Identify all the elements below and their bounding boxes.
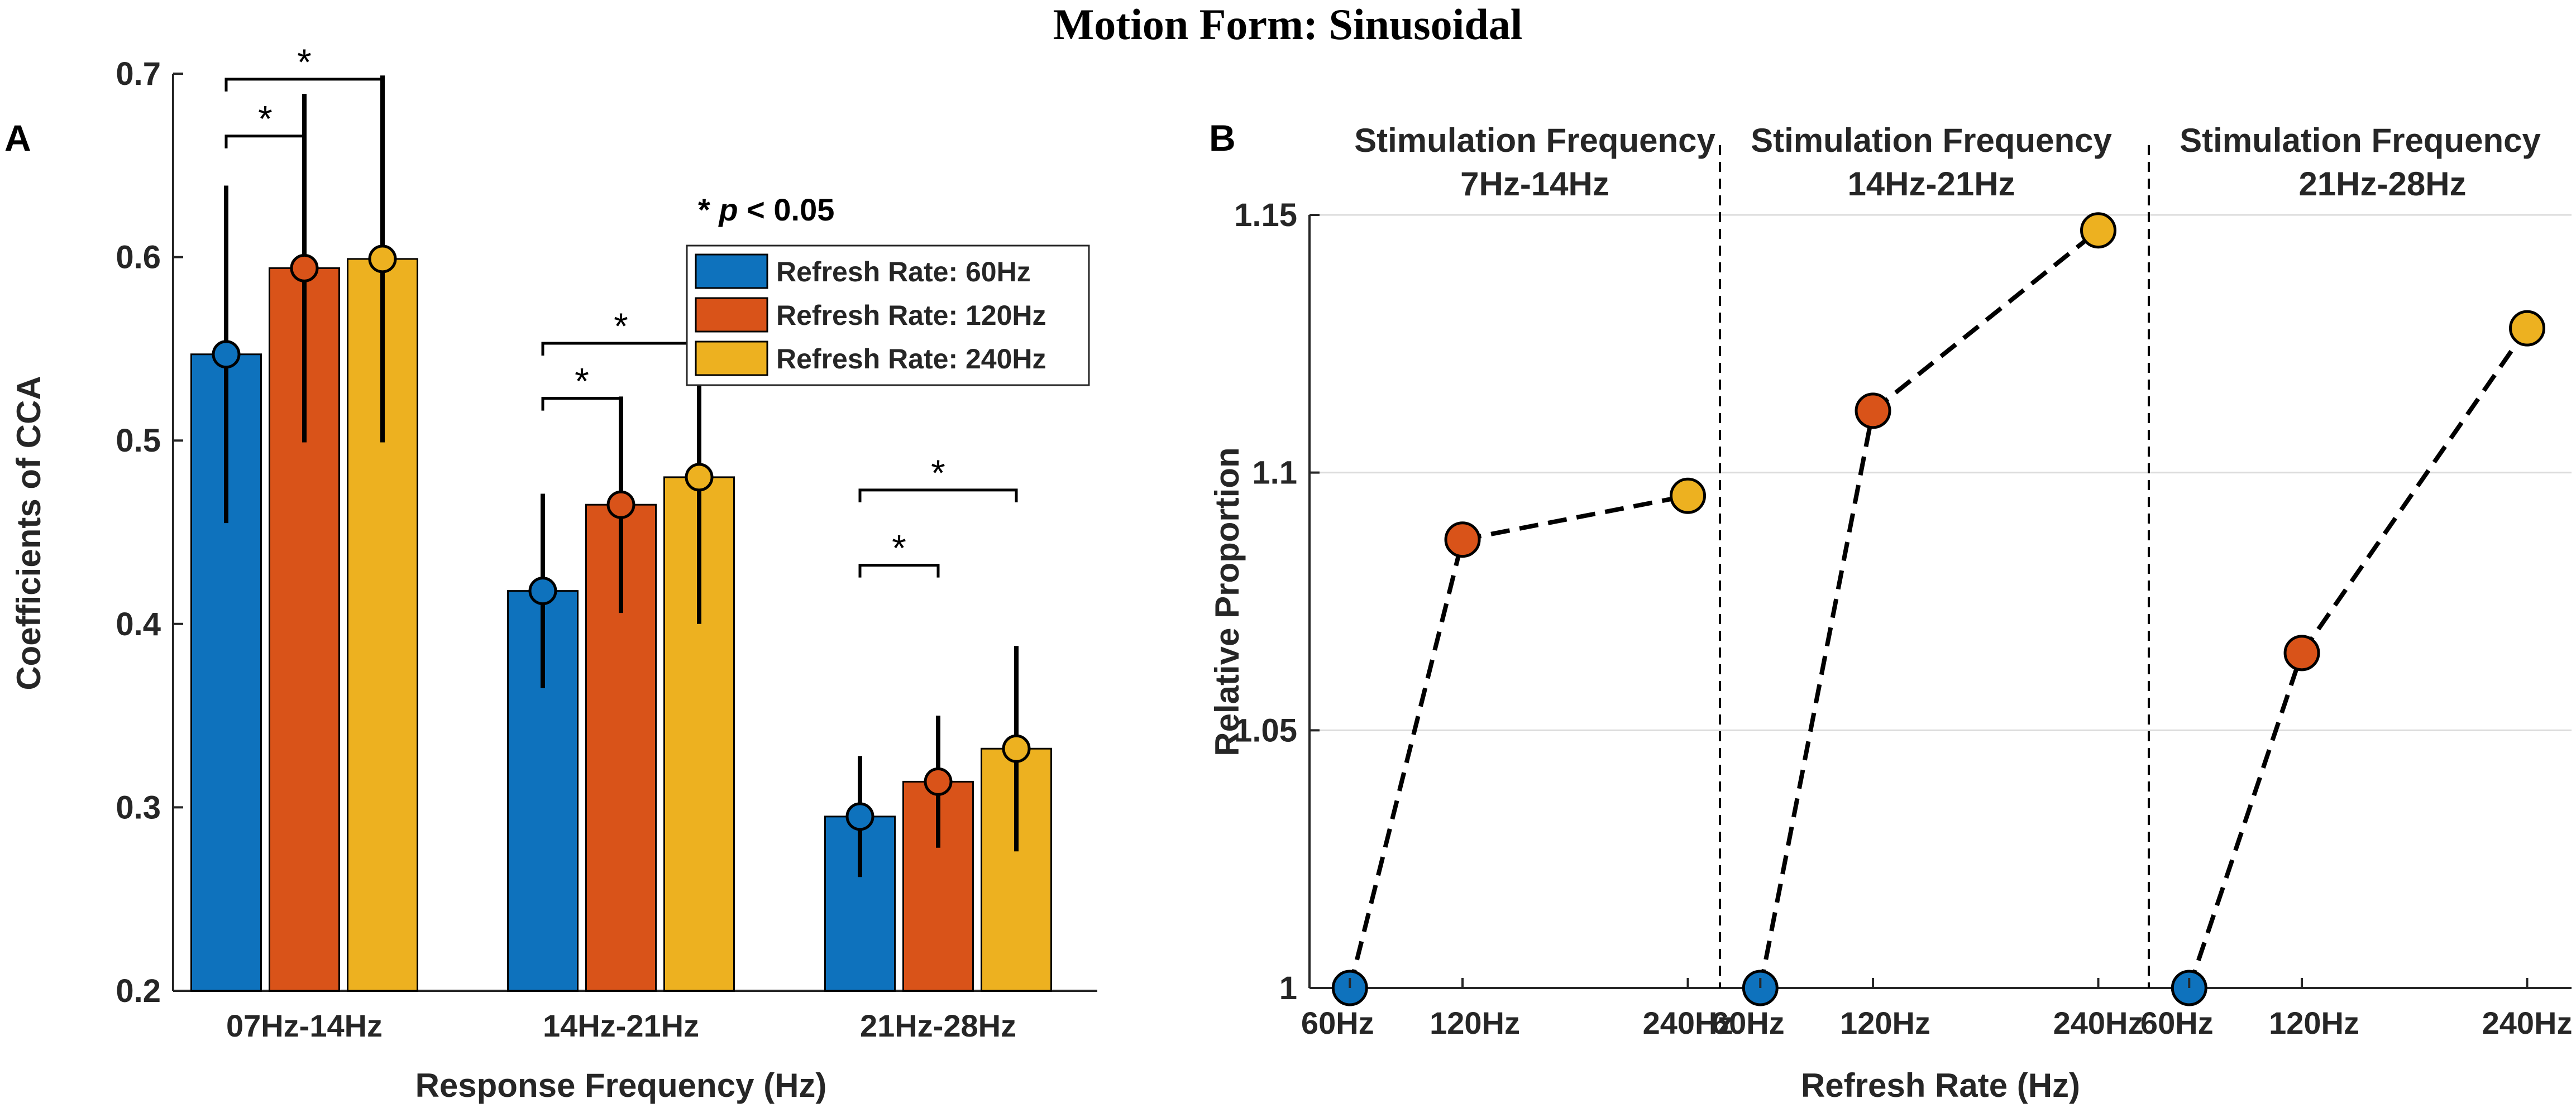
group-title-line2: 7Hz-14Hz (1460, 165, 1609, 203)
panel-label-a: A (4, 117, 31, 159)
legend-label: Refresh Rate: 120Hz (776, 300, 1046, 331)
y-tick-label: 0.5 (116, 423, 161, 459)
y-tick-label: 0.7 (116, 56, 161, 92)
significance-star: * (892, 527, 906, 569)
series-line-segment (1758, 410, 1875, 989)
data-point-marker (1444, 521, 1481, 558)
y-tick-label: 1.15 (1234, 197, 1297, 233)
group-title-line1: Stimulation Frequency (1354, 122, 1715, 159)
p-value-prefix: * (698, 192, 719, 227)
panel-label-b: B (1209, 117, 1236, 159)
significance-star: * (297, 41, 312, 83)
x-tick-label: 240Hz (2482, 1005, 2573, 1040)
figure-title: Motion Form: Sinusoidal (1053, 0, 1523, 49)
data-point-marker (1855, 392, 1891, 429)
panel-b-line-chart: 1 1.05 1.1 1.15 Stimulation Frequency 7Hz-14H… (1208, 122, 2572, 1104)
data-point-marker (2080, 212, 2117, 249)
significance-star: * (614, 305, 628, 347)
significance-star: * (575, 361, 589, 402)
series-line-segment (1871, 228, 2100, 412)
p-value-symbol: p (718, 192, 738, 227)
x-tick-label: 14Hz-21Hz (543, 1008, 699, 1043)
x-tick-label: 21Hz-28Hz (860, 1008, 1016, 1043)
mean-marker (924, 767, 953, 796)
y-axis-title: Relative Proportion (1208, 447, 1246, 756)
x-tick-label: 07Hz-14Hz (226, 1008, 383, 1043)
significance-bracket (224, 78, 384, 92)
x-tick-label: 120Hz (1840, 1005, 1930, 1040)
x-tick-label: 60Hz (1301, 1005, 1374, 1040)
legend-label: Refresh Rate: 240Hz (776, 343, 1046, 375)
y-tick-label: 0.2 (116, 973, 161, 1009)
group-title-line2: 14Hz-21Hz (1847, 165, 2015, 203)
y-tick-label: 1 (1279, 970, 1297, 1006)
group-title-line1: Stimulation Frequency (2180, 122, 2541, 159)
significance-bracket (224, 135, 306, 148)
x-tick-label: 60Hz (1712, 1005, 1785, 1040)
x-tick-label: 240Hz (2053, 1005, 2144, 1040)
significance-bracket (858, 564, 940, 578)
series-line-segment (2187, 652, 2304, 989)
series-line-segment (2300, 327, 2529, 655)
p-value-note: * p < 0.05 (698, 192, 834, 227)
x-tick-label: 240Hz (1643, 1005, 1733, 1040)
y-tick-label: 1.1 (1252, 455, 1297, 491)
mean-marker (845, 802, 874, 831)
legend-swatch (695, 297, 768, 333)
mean-marker (528, 577, 557, 606)
legend-swatch (695, 253, 768, 289)
mean-marker (368, 244, 397, 274)
y-tick-label: 1.05 (1234, 712, 1297, 749)
x-tick-label: 60Hz (2140, 1005, 2214, 1040)
legend-swatch (695, 340, 768, 376)
mean-marker (1002, 734, 1031, 763)
mean-marker (606, 490, 635, 519)
panel-a-bar-chart: 0.2 0.3 0.4 0.5 0.6 0.7 07Hz-14Hz 14Hz-21Hz 21Hz… (10, 41, 1097, 1104)
series-line-segment (1347, 539, 1465, 989)
data-point-marker (1670, 477, 1707, 514)
mean-marker (290, 253, 319, 282)
mean-marker (212, 340, 241, 369)
group-title-line1: Stimulation Frequency (1751, 122, 2112, 159)
series-line-segment (1462, 493, 1689, 542)
significance-bracket (858, 488, 1018, 502)
group-title-line2: 21Hz-28Hz (2298, 165, 2466, 203)
x-axis-title: Response Frequency (Hz) (415, 1067, 827, 1104)
p-value-suffix: < 0.05 (738, 192, 835, 227)
data-point-marker (2509, 310, 2546, 347)
significance-star: * (258, 98, 273, 140)
y-tick-label: 0.3 (116, 789, 161, 826)
x-tick-label: 120Hz (2269, 1005, 2359, 1040)
legend-label: Refresh Rate: 60Hz (776, 256, 1031, 287)
x-axis-title: Refresh Rate (Hz) (1801, 1067, 2080, 1104)
y-tick-label: 0.4 (116, 606, 161, 642)
significance-bracket (541, 397, 623, 411)
significance-star: * (931, 452, 945, 493)
y-axis-title: Coefficients of CCA (10, 376, 47, 690)
data-point-marker (2283, 635, 2320, 671)
x-tick-label: 120Hz (1430, 1005, 1520, 1040)
mean-marker (685, 463, 714, 492)
y-tick-label: 0.6 (116, 239, 161, 276)
